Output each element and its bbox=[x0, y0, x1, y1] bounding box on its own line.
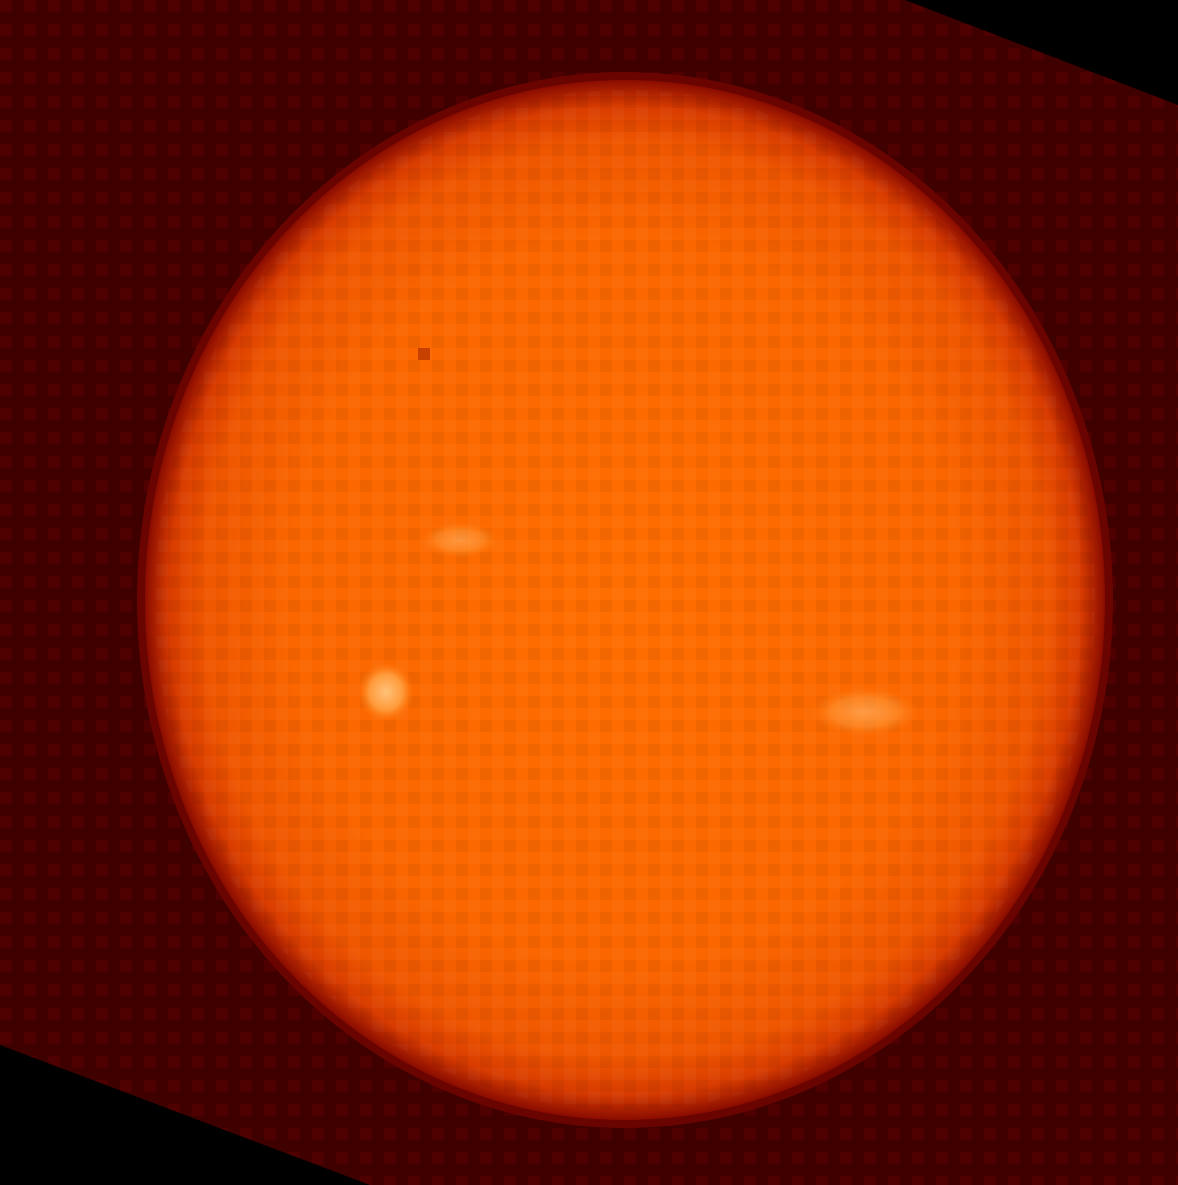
plage bbox=[420, 522, 500, 558]
plage bbox=[358, 662, 414, 722]
sunspot bbox=[418, 348, 430, 360]
disc-texture bbox=[155, 90, 1095, 1110]
plage bbox=[810, 687, 920, 737]
